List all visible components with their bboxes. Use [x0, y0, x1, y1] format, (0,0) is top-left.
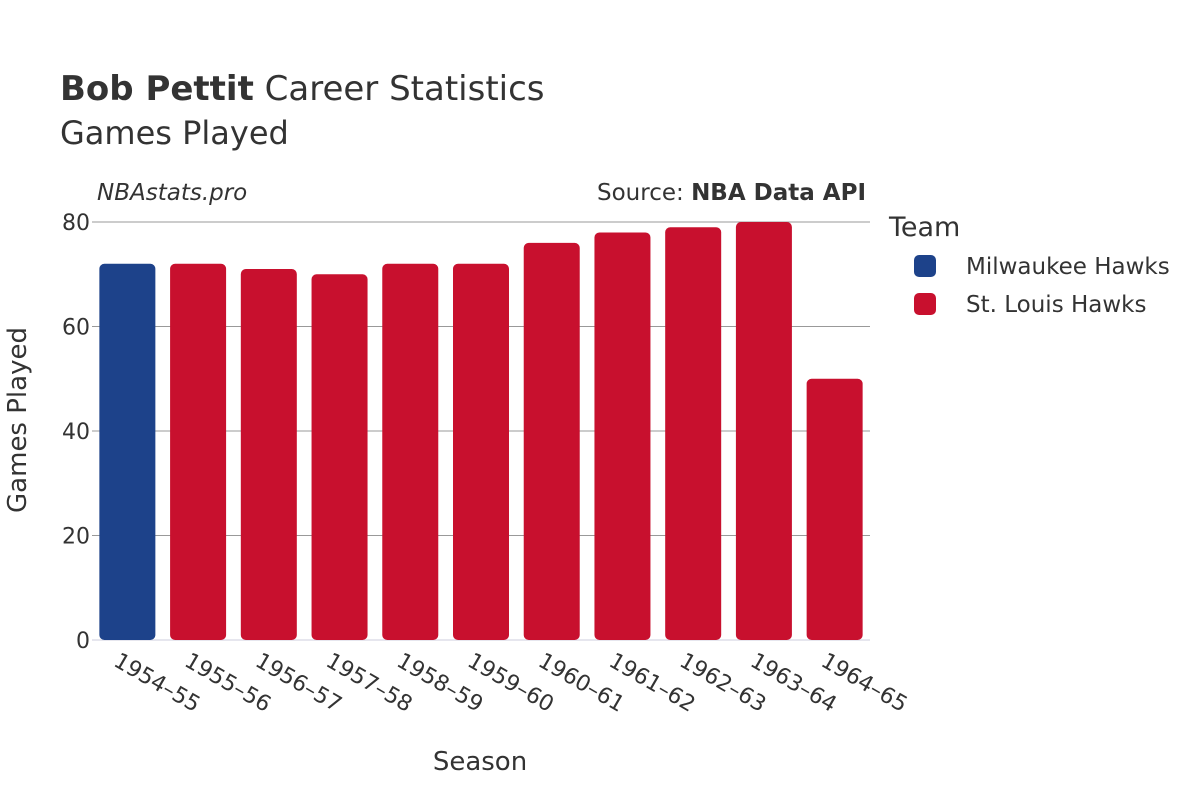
bar — [594, 232, 651, 640]
legend-swatch — [914, 293, 936, 315]
legend-title: Team — [888, 212, 960, 243]
chart-subtitle: Games Played — [60, 114, 289, 152]
legend-swatch — [914, 255, 936, 277]
y-tick-label: 0 — [76, 629, 90, 654]
bar — [240, 269, 297, 640]
bar — [382, 263, 439, 640]
y-tick-label: 40 — [62, 420, 90, 445]
chart-header: Bob Pettit Career Statistics Games Playe… — [60, 69, 866, 206]
y-axis-ticks: 0 20 40 60 80 — [62, 211, 90, 654]
bar — [99, 263, 156, 640]
bar — [806, 378, 863, 640]
title-rest: Career Statistics — [254, 69, 545, 109]
source-prefix: Source: — [597, 180, 691, 206]
y-tick-label: 60 — [62, 316, 90, 341]
chart-title: Bob Pettit Career Statistics — [60, 69, 545, 109]
legend-item-label: Milwaukee Hawks — [966, 254, 1170, 280]
bar — [311, 274, 368, 640]
x-axis-ticks: 1954–551955–561956–571957–581958–591959–… — [109, 649, 911, 718]
bar — [665, 227, 722, 640]
source-label: Source: NBA Data API — [597, 180, 866, 206]
x-axis-title: Season — [433, 747, 527, 777]
bar — [453, 263, 509, 640]
watermark-text: NBAstats.pro — [97, 180, 247, 206]
bars — [99, 222, 863, 640]
legend: Team Milwaukee Hawks St. Louis Hawks — [888, 212, 1170, 318]
bar — [170, 263, 227, 640]
bar — [523, 242, 580, 640]
bar — [735, 222, 792, 640]
title-player-name: Bob Pettit — [60, 69, 254, 109]
source-name: NBA Data API — [691, 180, 866, 206]
y-tick-label: 80 — [62, 211, 90, 236]
legend-item-label: St. Louis Hawks — [966, 292, 1147, 318]
y-axis-title: Games Played — [3, 327, 33, 513]
y-tick-label: 20 — [62, 525, 90, 550]
